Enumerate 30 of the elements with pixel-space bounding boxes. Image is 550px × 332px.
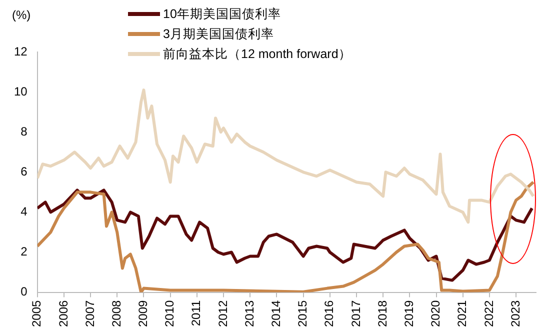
x-tick-label: 2007 [82,300,97,328]
x-tick-label: 2010 [162,300,177,328]
y-tick-label: 4 [20,204,28,219]
y-tick-label: 6 [20,164,28,178]
x-tick-label: 2012 [216,300,230,328]
y-axis-title: (%) [12,8,31,22]
x-tick-label: 2011 [189,300,204,326]
x-tick-label: 2022 [482,300,496,328]
x-tick-label: 2014 [269,300,284,328]
y-tick-label: 0 [20,284,28,299]
y-tick-label: 12 [14,44,28,58]
x-tick-label: 2023 [508,300,522,328]
x-tick-label: 2006 [56,300,70,328]
legend-label: 前向益本比（12 month forward） [163,46,352,62]
x-tick-label: 2008 [109,300,124,328]
legend-label: 10年期美国国债利率 [163,6,281,22]
x-tick-label: 2015 [296,300,310,328]
x-tick-label: 2017 [348,300,363,328]
x-tick-label: 2019 [402,300,416,328]
x-tick-label: 2016 [322,300,336,328]
y-tick-label: 2 [20,244,28,259]
x-tick-label: 2009 [136,300,150,328]
legend-label: 3月期美国国债利率 [163,26,274,42]
x-tick-label: 2018 [375,300,390,328]
x-tick-label: 2013 [242,300,256,328]
x-tick-label: 2005 [30,300,44,328]
y-tick-label: 8 [20,124,28,138]
y-tick-label: 10 [14,84,28,98]
x-tick-label: 2020 [428,300,443,328]
x-tick-label: 2021 [455,300,470,328]
